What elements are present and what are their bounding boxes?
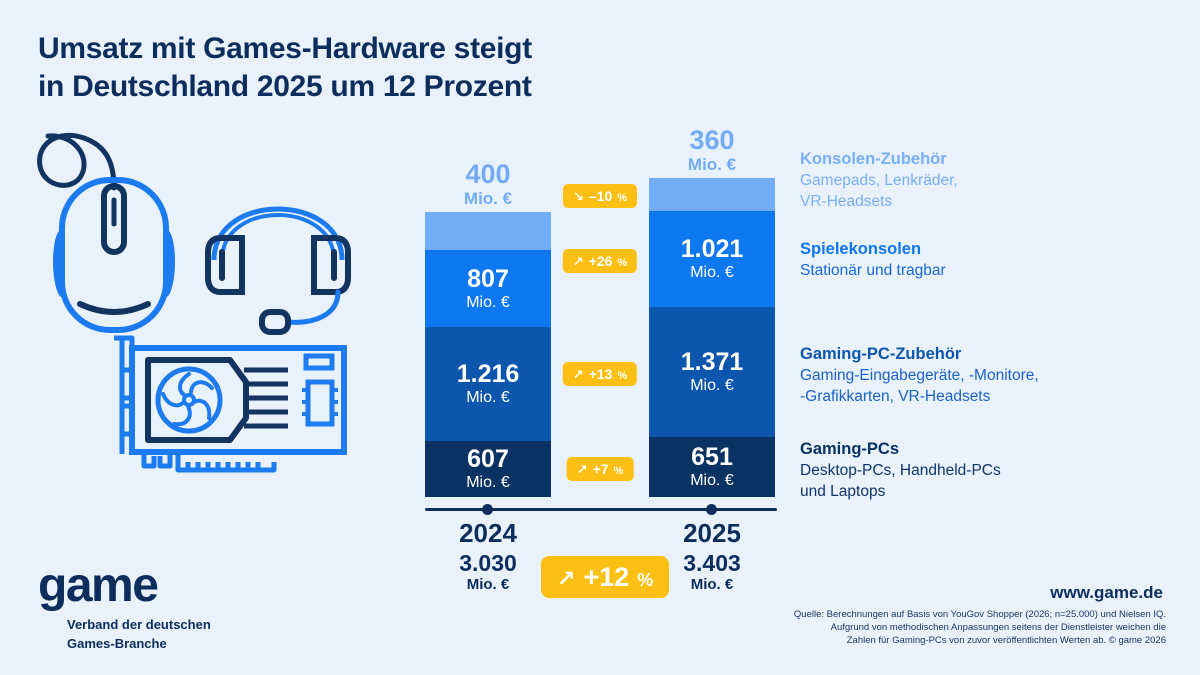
segment-gaming-pcs-2024: 607 Mio. € [425, 441, 551, 497]
legend-heading: Gaming-PC-Zubehör [800, 345, 962, 363]
segment-konsolen-zubehoer-2024 [425, 212, 551, 250]
legend-heading: Spielekonsolen [800, 240, 922, 258]
change-value: +12 [583, 562, 630, 592]
arrow-up-right-icon: ↗ [572, 254, 584, 269]
value-360: 360 [689, 125, 735, 155]
source-line3: Zahlen für Gaming-PCs von zuvor veröffen… [846, 635, 1166, 646]
legend-gaming-pc-zubehoer: Gaming-PC-Zubehör Gaming-Eingabegeräte, … [800, 344, 1180, 407]
unit-label: Mio. € [690, 472, 734, 489]
percent-sign: % [613, 465, 624, 477]
segment-value: 1.216 [456, 360, 520, 388]
source-line1: Quelle: Berechnungen auf Basis von YouGo… [793, 609, 1166, 620]
computer-mouse-icon [37, 132, 175, 333]
percent-sign: % [617, 370, 628, 382]
x-tick-2025: 2025 [683, 518, 741, 548]
legend-gaming-pcs: Gaming-PCs Desktop-PCs, Handheld-PCs und… [800, 439, 1180, 502]
arrow-up-right-icon: ↗ [557, 566, 576, 591]
page-title-line1: Umsatz mit Games-Hardware steigt [38, 32, 532, 65]
change-value: –10 [588, 188, 613, 204]
segment-value: 607 [467, 445, 509, 473]
legend-desc-line1: Gamepads, Lenkräder, [800, 172, 958, 189]
segment-spielekonsolen-2025: 1.021 Mio. € [649, 211, 775, 307]
arrow-down-right-icon: ↘ [572, 189, 584, 204]
segment-spielekonsolen-2024: 807 Mio. € [425, 250, 551, 327]
unit-label: Mio. € [466, 474, 510, 491]
segment-gaming-pc-zubehoer-2025: 1.371 Mio. € [649, 307, 775, 437]
legend-desc-line1: Desktop-PCs, Handheld-PCs [800, 462, 1001, 479]
segment-gaming-pcs-2025: 651 Mio. € [649, 437, 775, 497]
legend-konsolen-zubehoer: Konsolen-Zubehör Gamepads, Lenkräder, VR… [800, 149, 1180, 212]
segment-value: 807 [467, 264, 509, 293]
legend-desc-line1: Stationär und tragbar [800, 262, 946, 279]
percent-sign: % [617, 192, 628, 204]
change-badge-gaming-pc-zubehoer: ↗ +13% [562, 362, 638, 386]
axis-dot-2025 [706, 504, 717, 515]
source-line2: Aufgrund von methodischen Anpassungen se… [830, 622, 1166, 633]
unit-label: Mio. € [466, 293, 510, 311]
total-2025: 3.403 Mio. € [649, 551, 775, 594]
segment-value: 651 [691, 443, 733, 471]
legend-heading: Konsolen-Zubehör [800, 150, 947, 168]
logo-subtitle: Verband der deutschen Games-Branche [67, 615, 211, 653]
legend-desc-line2: -Grafikkarten, VR-Headsets [800, 388, 991, 405]
value-400: 400 [465, 159, 511, 189]
legend-heading: Gaming-PCs [800, 440, 900, 458]
bar-2025-top-value: 360 Mio. € [649, 126, 775, 175]
unit-label: Mio. € [466, 389, 510, 406]
game-logo: game [38, 559, 159, 612]
page-title: Umsatz mit Games-Hardware steigt in Deut… [38, 30, 532, 106]
unit-label: Mio. € [690, 264, 734, 281]
gaming-headset-icon [205, 206, 351, 335]
change-value: +13 [588, 366, 613, 382]
stacked-bar-2025: 1.021 Mio. € 1.371 Mio. € 651 Mio. € [649, 178, 775, 497]
logo-subtitle-line1: Verband der deutschen [67, 617, 211, 632]
arrow-up-right-icon: ↗ [576, 462, 588, 477]
unit-label: Mio. € [466, 576, 510, 593]
segment-value: 1.021 [680, 235, 744, 263]
legend-desc-line2: VR-Headsets [800, 193, 893, 210]
segment-value: 1.371 [680, 348, 744, 376]
total-value: 3.403 [683, 550, 741, 576]
total-value: 3.030 [459, 550, 517, 576]
legend-desc-line2: und Laptops [800, 483, 886, 500]
graphics-card-icon [114, 335, 347, 473]
total-change-badge: ↗ +12% [541, 556, 670, 598]
unit-label: Mio. € [687, 155, 737, 174]
stacked-bar-2024: 807 Mio. € 1.216 Mio. € 607 Mio. € [425, 212, 551, 497]
total-2024: 3.030 Mio. € [425, 551, 551, 594]
x-axis-line [425, 508, 777, 511]
source-note: Quelle: Berechnungen auf Basis von YouGo… [794, 608, 1166, 647]
segment-gaming-pc-zubehoer-2024: 1.216 Mio. € [425, 327, 551, 441]
legend-desc-line1: Gaming-Eingabegeräte, -Monitore, [800, 367, 1039, 384]
change-value: +26 [588, 253, 613, 269]
segment-konsolen-zubehoer-2025 [649, 178, 775, 211]
axis-dot-2024 [482, 504, 493, 515]
change-badge-gaming-pcs: ↗ +7% [566, 457, 634, 481]
unit-label: Mio. € [463, 189, 513, 208]
website-url: www.game.de [1050, 583, 1163, 602]
arrow-up-right-icon: ↗ [572, 367, 584, 382]
change-badge-konsolen-zubehoer: ↘ –10% [562, 184, 638, 208]
change-badge-spielekonsolen: ↗ +26% [562, 249, 638, 273]
x-tick-2024: 2024 [459, 518, 517, 548]
page-title-line2: in Deutschland 2025 um 12 Prozent [38, 70, 532, 103]
legend-spielekonsolen: Spielekonsolen Stationär und tragbar [800, 239, 1180, 281]
bar-2024-top-value: 400 Mio. € [425, 160, 551, 209]
percent-sign: % [617, 257, 628, 269]
unit-label: Mio. € [690, 377, 734, 394]
logo-subtitle-line2: Games-Branche [67, 636, 167, 651]
change-value: +7 [592, 461, 609, 477]
unit-label: Mio. € [690, 576, 734, 593]
percent-sign: % [637, 570, 654, 590]
